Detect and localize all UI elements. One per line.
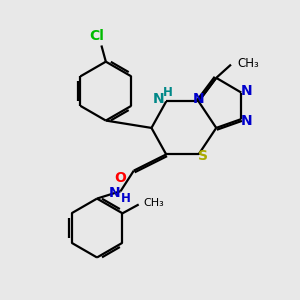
Text: H: H (121, 192, 131, 205)
Text: N: N (109, 186, 121, 200)
Text: N: N (153, 92, 165, 106)
Text: CH₃: CH₃ (238, 57, 259, 70)
Text: N: N (241, 114, 252, 128)
Text: N: N (241, 84, 252, 98)
Text: H: H (163, 86, 172, 99)
Text: N: N (193, 92, 204, 106)
Text: O: O (114, 171, 126, 185)
Text: Cl: Cl (90, 29, 104, 43)
Text: CH₃: CH₃ (143, 198, 164, 208)
Text: S: S (198, 149, 208, 163)
